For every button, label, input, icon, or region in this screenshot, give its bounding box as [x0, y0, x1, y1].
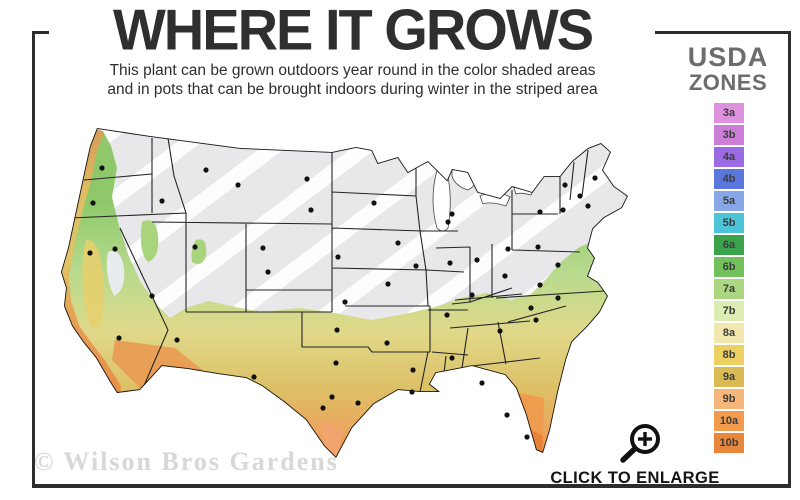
city-dot	[535, 244, 541, 250]
city-dot	[385, 281, 391, 287]
frame-top-left-segment	[32, 31, 49, 34]
subtitle-line-1: This plant can be grown outdoors year ro…	[109, 62, 596, 79]
city-dot	[355, 400, 361, 406]
legend-zone-7a: 7a	[714, 279, 744, 299]
legend-zone-7b: 7b	[714, 301, 744, 321]
city-dot	[260, 245, 266, 251]
city-dot	[192, 244, 198, 250]
city-dots	[87, 165, 598, 440]
city-dot	[112, 246, 118, 252]
us-zone-map[interactable]	[50, 112, 670, 477]
city-dot	[384, 340, 390, 346]
city-dot	[524, 434, 530, 440]
city-dot	[533, 317, 539, 323]
city-dot	[592, 175, 598, 181]
watermark: © Wilson Bros Gardens	[34, 447, 339, 476]
city-dot	[395, 240, 401, 246]
city-dot	[449, 211, 455, 217]
legend-title-usda: USDA	[687, 42, 769, 72]
city-dot	[469, 292, 475, 298]
city-dot	[235, 182, 241, 188]
state-borders	[69, 137, 605, 393]
legend-zone-6b: 6b	[714, 257, 744, 277]
legend-zone-9a: 9a	[714, 367, 744, 387]
city-dot	[555, 262, 561, 268]
city-dot	[329, 394, 335, 400]
legend-title-zones: ZONES	[688, 70, 768, 95]
city-dot	[251, 374, 257, 380]
usda-zones-legend: 3a 3b 4a 4b 5a 5b 6a 6b 7a 7b 8a 8b 9a 9b 10a 10b	[714, 103, 744, 455]
city-dot	[555, 295, 561, 301]
city-dot	[159, 198, 165, 204]
city-dot	[474, 257, 480, 263]
legend-zone-3a: 3a	[714, 103, 744, 123]
city-dot	[334, 327, 340, 333]
map-layers	[61, 128, 628, 458]
legend-zone-10a: 10a	[714, 411, 744, 431]
city-dot	[335, 254, 341, 260]
frame-border	[32, 31, 791, 488]
legend-zone-6a: 6a	[714, 235, 744, 255]
city-dot	[479, 380, 485, 386]
legend-zone-4b: 4b	[714, 169, 744, 189]
city-dot	[413, 263, 419, 269]
city-dot	[410, 367, 416, 373]
city-dot	[537, 209, 543, 215]
city-dot	[90, 200, 96, 206]
click-to-enlarge-button[interactable]: CLICK TO ENLARGE	[550, 469, 720, 487]
frame-top-right-segment	[655, 31, 788, 34]
city-dot	[505, 246, 511, 252]
legend-zone-9b: 9b	[714, 389, 744, 409]
subtitle: This plant can be grown outdoors year ro…	[30, 61, 675, 99]
city-dot	[444, 312, 450, 318]
city-dot	[320, 405, 326, 411]
legend-zone-4a: 4a	[714, 147, 744, 167]
legend-zone-5b: 5b	[714, 213, 744, 233]
city-dot	[560, 207, 566, 213]
legend-zone-8b: 8b	[714, 345, 744, 365]
legend-zone-5a: 5a	[714, 191, 744, 211]
city-dot	[342, 299, 348, 305]
city-dot	[537, 282, 543, 288]
page-title: WHERE IT GROWS	[112, 0, 594, 62]
city-dot	[585, 203, 591, 209]
city-dot	[308, 207, 314, 213]
legend-title: USDA ZONES	[680, 44, 776, 95]
city-dot	[304, 176, 310, 182]
city-dot	[502, 273, 508, 279]
subtitle-line-2: and in pots that can be brought indoors …	[107, 81, 598, 98]
city-dot	[371, 200, 377, 206]
city-dot	[562, 182, 568, 188]
us-zone-map-svg[interactable]	[50, 112, 670, 477]
city-dot	[174, 337, 180, 343]
legend-zone-10b: 10b	[714, 433, 744, 453]
city-dot	[149, 293, 155, 299]
city-dot	[449, 355, 455, 361]
magnifier-plus-icon[interactable]	[614, 419, 670, 467]
city-dot	[99, 165, 105, 171]
legend-zone-8a: 8a	[714, 323, 744, 343]
city-dot	[528, 305, 534, 311]
legend-zone-3b: 3b	[714, 125, 744, 145]
city-dot	[445, 219, 451, 225]
city-dot	[116, 335, 122, 341]
city-dot	[265, 269, 271, 275]
city-dot	[504, 412, 510, 418]
city-dot	[333, 360, 339, 366]
city-dot	[577, 193, 583, 199]
city-dot	[409, 389, 415, 395]
city-dot	[447, 260, 453, 266]
city-dot	[497, 328, 503, 334]
city-dot	[87, 250, 93, 256]
city-dot	[203, 167, 209, 173]
